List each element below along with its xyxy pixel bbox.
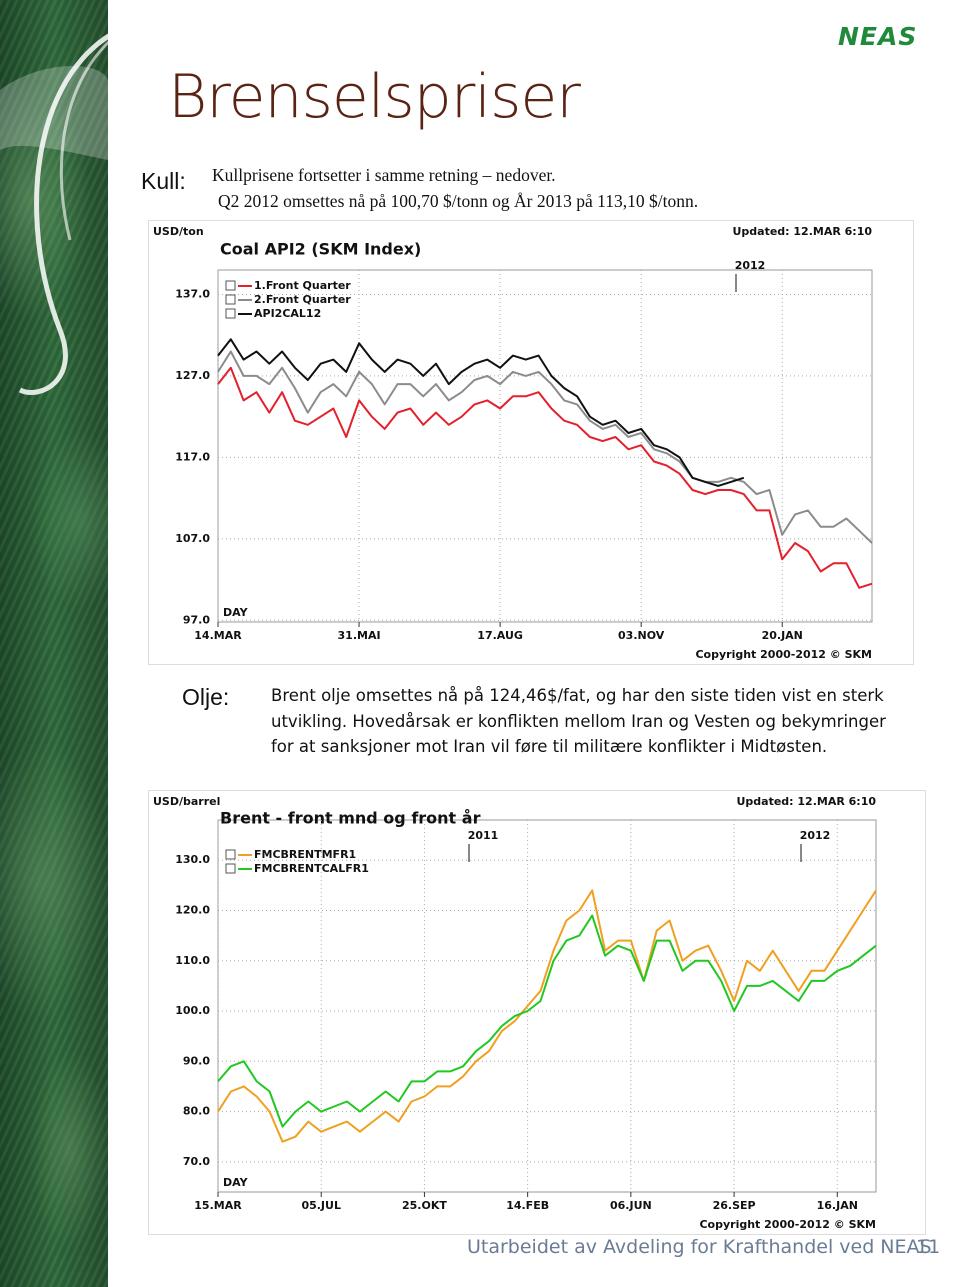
x-tick-label: 31.MAI [338, 629, 381, 642]
y-tick-label: 127.0 [175, 369, 210, 382]
y-tick-label: 117.0 [175, 450, 210, 463]
plot-area [217, 269, 873, 623]
x-tick-label: 05.JUL [301, 1199, 341, 1212]
x-tick-label: 06.JUN [610, 1199, 652, 1212]
x-tick-label: 16.JAN [817, 1199, 858, 1212]
x-tick-label: 26.SEP [713, 1199, 756, 1212]
annotation: 2012 [800, 829, 831, 842]
y-tick-label: 120.0 [175, 903, 210, 916]
legend-box [225, 308, 236, 319]
chart-title: Brent - front mnd og front år [220, 809, 481, 828]
x-tick-label: 20.JAN [762, 629, 803, 642]
legend-box [225, 280, 236, 291]
section-text: Kullprisene fortsetter i samme retning –… [212, 165, 556, 185]
x-tick-label: 14.MAR [194, 629, 242, 642]
legend-entry: 1.Front Quarter [254, 279, 351, 292]
annotation: 2011 [468, 829, 499, 842]
page-number: 11 [916, 1236, 941, 1258]
plot-area [217, 819, 877, 1193]
x-tick-label: 15.MAR [194, 1199, 242, 1212]
section-text: Q2 2012 omsettes nå på 100,70 $/tonn og … [218, 191, 699, 211]
decor-curve [59, 8, 191, 241]
y-tick-label: 80.0 [183, 1105, 210, 1118]
footer-text: Utarbeidet av Avdeling for Krafthandel v… [467, 1236, 932, 1258]
y-tick-label: 107.0 [175, 532, 210, 545]
y-tick-label: 110.0 [175, 954, 210, 967]
annotation: 2012 [735, 259, 766, 272]
legend-box [225, 294, 236, 305]
section-label: Kull: [141, 168, 186, 194]
slide-title: Brenselspriser [168, 62, 581, 132]
section-text: Brent olje omsettes nå på 124,46$/fat, o… [271, 686, 886, 756]
side-pattern [0, 0, 108, 1287]
series-line [217, 350, 873, 544]
x-tick-label: 14.FEB [506, 1199, 549, 1212]
legend-box [225, 863, 236, 874]
legend-entry: API2CAL12 [254, 307, 321, 320]
x-tick-label: 25.OKT [402, 1199, 447, 1212]
y-tick-label: 90.0 [183, 1054, 210, 1067]
chart: USD/barrel Updated: 12.MAR 6:10 Brent - fr… [148, 790, 926, 1235]
series-line [217, 914, 877, 1128]
chart-title: Coal API2 (SKM Index) [220, 240, 421, 259]
y-tick-label: 130.0 [175, 853, 210, 866]
updated-note: Updated: 12.MAR 6:10 [732, 225, 872, 238]
x-tick-label: 03.NOV [618, 629, 665, 642]
y-tick-label: 100.0 [175, 1004, 210, 1017]
y-axis-label: USD/barrel [153, 795, 220, 808]
legend-entry: FMCBRENTMFR1 [254, 848, 356, 861]
decor-leaf [0, 66, 108, 160]
section-label: Olje: [182, 684, 230, 710]
y-tick-label: 137.0 [175, 287, 210, 300]
series-line [217, 889, 877, 1143]
series-line [217, 366, 873, 589]
updated-note: Updated: 12.MAR 6:10 [736, 795, 876, 808]
series-line [217, 338, 745, 487]
x-axis-label: DAY [223, 606, 249, 619]
decoration [0, 8, 191, 395]
x-tick-label: 17.AUG [477, 629, 523, 642]
y-tick-label: 70.0 [183, 1155, 210, 1168]
legend-entry: 2.Front Quarter [254, 293, 351, 306]
copyright: Copyright 2000-2012 © SKM [699, 1218, 876, 1231]
y-axis-label: USD/ton [153, 225, 204, 238]
decor-curve [18, 17, 151, 395]
legend-box [225, 849, 236, 860]
legend-entry: FMCBRENTCALFR1 [254, 862, 369, 875]
y-tick-label: 97.0 [183, 613, 210, 626]
logo: NEAS [838, 22, 918, 51]
chart: USD/ton Updated: 12.MAR 6:10 Coal API2 (SK… [148, 220, 914, 665]
x-axis-label: DAY [223, 1176, 249, 1189]
copyright: Copyright 2000-2012 © SKM [695, 648, 872, 661]
